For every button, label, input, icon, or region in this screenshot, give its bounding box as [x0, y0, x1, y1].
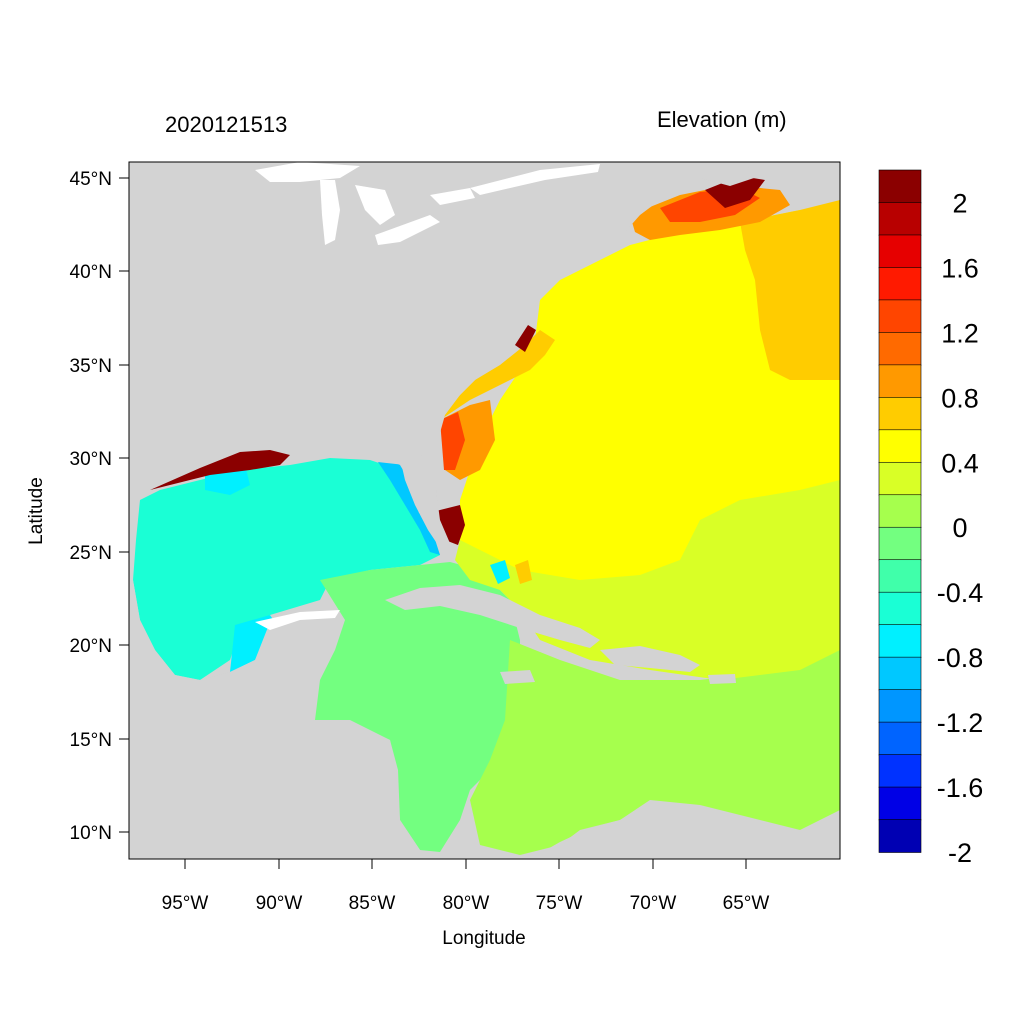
colorbar-swatch: [878, 202, 922, 236]
gulf-of-maine-darkred: [705, 176, 765, 208]
north-america-land: [129, 162, 840, 520]
y-tick-label: 25°N: [70, 543, 112, 564]
puerto-rico-land: [708, 674, 736, 684]
yucatan-white-edge: [255, 610, 340, 630]
colorbar-swatch: [878, 332, 922, 366]
colorbar-swatch: [878, 494, 922, 529]
atlantic-east-orange: [740, 200, 840, 380]
lake-ontario: [430, 188, 475, 205]
cuba-land: [385, 585, 600, 648]
variable-label: Elevation (m): [657, 107, 787, 132]
bahamas-low: [490, 560, 510, 584]
jamaica-land: [500, 670, 535, 684]
colorbar-label: 2: [952, 189, 967, 219]
colorbar-swatch: [878, 429, 922, 464]
gulf-coast-surge: [150, 450, 290, 490]
colorbar-label: 1.6: [941, 253, 979, 283]
mexico-land: [129, 540, 420, 859]
map-plot-area: [129, 162, 840, 859]
se-coast-orange: [440, 330, 555, 420]
colorbar-swatch: [878, 721, 922, 756]
x-tick-label: 90°W: [256, 893, 303, 914]
colorbar-label: -0.8: [937, 643, 984, 673]
x-axis-title: Longitude: [442, 928, 525, 949]
colorbar-label: 0.4: [941, 448, 979, 478]
x-axis: 95°W 90°W 85°W 80°W 75°W 70°W 65°W: [162, 859, 770, 914]
gulf-of-mexico-field: [133, 458, 440, 680]
date-label: 2020121513: [165, 112, 288, 137]
x-tick-label: 80°W: [443, 893, 490, 914]
georgia-coast-red: [440, 412, 465, 470]
x-tick-label: 75°W: [536, 893, 583, 914]
lake-michigan: [320, 180, 340, 245]
colorbar-label: -2: [948, 838, 972, 868]
colorbar-swatch: [878, 267, 922, 301]
colorbar-label: -1.6: [937, 773, 984, 803]
x-tick-label: 65°W: [723, 893, 770, 914]
southeast-coast-surge: [515, 325, 536, 352]
colorbar-label: -0.4: [937, 578, 984, 608]
colorbar-swatch: [878, 624, 922, 658]
colorbar-swatch: [878, 299, 922, 334]
colorbar-swatch: [878, 689, 922, 723]
colorbar-swatch: [878, 559, 922, 593]
plot-frame: [128, 161, 841, 860]
y-tick-label: 20°N: [70, 636, 112, 657]
colorbar-swatch: [878, 169, 922, 204]
colorbar-swatch: [878, 786, 922, 821]
lake-superior: [255, 162, 360, 182]
colorbar-swatch: [878, 526, 922, 561]
colorbar-swatch: [878, 234, 922, 269]
y-tick-label: 10°N: [70, 823, 112, 844]
hispaniola-land: [600, 646, 700, 672]
y-axis-title: Latitude: [26, 477, 47, 545]
south-america-land: [530, 805, 840, 859]
colorbar-swatch: [878, 397, 922, 431]
caribbean-green-field: [315, 562, 520, 852]
colorbar-label: 0.8: [941, 383, 979, 413]
colorbar-swatch: [878, 591, 922, 626]
colorbar-label: -1.2: [937, 708, 984, 738]
x-tick-label: 70°W: [630, 893, 677, 914]
y-tick-label: 40°N: [70, 262, 112, 283]
y-axis: 45°N 40°N 35°N 30°N 25°N 20°N 15°N 10°N: [70, 169, 129, 844]
x-tick-label: 85°W: [349, 893, 396, 914]
colorbar-swatch: [878, 461, 922, 496]
colorbar-label: 0: [952, 513, 967, 543]
y-tick-label: 30°N: [70, 449, 112, 470]
florida-tip-darkred: [432, 505, 465, 545]
lake-erie: [375, 215, 440, 245]
colorbar-swatch: [878, 656, 922, 691]
lake-huron: [355, 185, 395, 225]
caribbean-lime-field: [470, 640, 840, 855]
colorbar-swatch: [878, 364, 922, 399]
st-lawrence: [470, 164, 600, 195]
y-tick-label: 15°N: [70, 730, 112, 751]
y-tick-label: 45°N: [70, 169, 112, 190]
colorbar: 2 1.6 1.2 0.8 0.4 0 -0.4 -0.8 -1.2 -1.6 -2: [878, 169, 984, 868]
x-tick-label: 95°W: [162, 893, 209, 914]
nova-scotia-land: [700, 166, 770, 186]
colorbar-swatch: [878, 754, 922, 788]
y-tick-label: 35°N: [70, 356, 112, 377]
gulf-east-blue: [378, 462, 440, 555]
bahamas-orange: [515, 560, 532, 584]
colorbar-swatch: [878, 819, 922, 853]
florida-peninsula: [400, 455, 452, 548]
colorbar-label: 1.2: [941, 318, 979, 348]
